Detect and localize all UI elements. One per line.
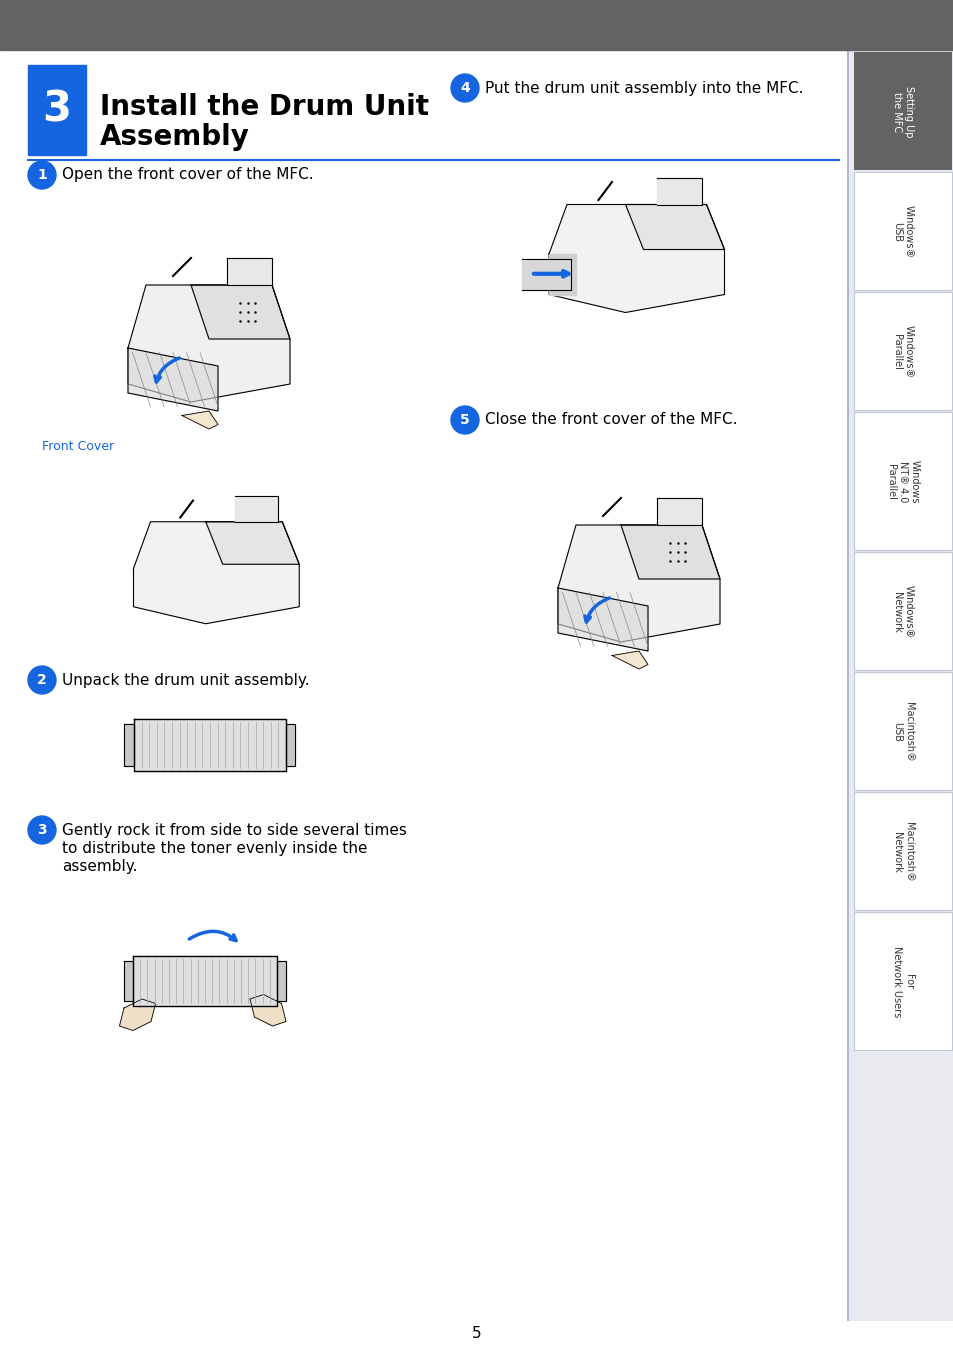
Text: Open the front cover of the MFC.: Open the front cover of the MFC. <box>62 168 314 182</box>
Polygon shape <box>191 285 290 339</box>
Circle shape <box>451 74 478 101</box>
Polygon shape <box>235 496 277 521</box>
Bar <box>853 912 951 1050</box>
Bar <box>853 292 951 409</box>
Bar <box>853 792 951 911</box>
Polygon shape <box>657 177 701 204</box>
Bar <box>853 792 951 911</box>
Bar <box>853 671 951 790</box>
Text: Assembly: Assembly <box>100 123 250 151</box>
Circle shape <box>28 666 56 694</box>
Circle shape <box>28 816 56 844</box>
Text: Windows®
USB: Windows® USB <box>891 205 913 258</box>
Polygon shape <box>625 204 723 250</box>
Bar <box>853 912 951 1050</box>
Polygon shape <box>182 411 218 430</box>
Polygon shape <box>250 994 286 1025</box>
Bar <box>132 957 276 1005</box>
Text: Unpack the drum unit assembly.: Unpack the drum unit assembly. <box>62 673 310 688</box>
Text: Setting Up
the MFC: Setting Up the MFC <box>891 86 913 138</box>
Polygon shape <box>206 521 299 565</box>
Text: 1: 1 <box>37 168 47 182</box>
Bar <box>276 961 286 1001</box>
Bar <box>28 65 86 155</box>
Polygon shape <box>227 258 272 285</box>
Bar <box>125 724 133 766</box>
Circle shape <box>451 407 478 434</box>
Text: 4: 4 <box>459 81 470 95</box>
Text: Macintosh®
USB: Macintosh® USB <box>891 703 913 762</box>
Text: Gently rock it from side to side several times: Gently rock it from side to side several… <box>62 823 406 838</box>
Text: Macintosh®
Network: Macintosh® Network <box>891 823 913 882</box>
Circle shape <box>28 161 56 189</box>
Polygon shape <box>548 204 723 312</box>
Text: 5: 5 <box>459 413 470 427</box>
Bar <box>853 172 951 290</box>
Text: Install the Drum Unit: Install the Drum Unit <box>100 93 429 122</box>
Bar <box>853 553 951 670</box>
Text: Windows
NT® 4.0
Parallel: Windows NT® 4.0 Parallel <box>885 461 919 504</box>
Bar <box>853 671 951 790</box>
Text: Put the drum unit assembly into the MFC.: Put the drum unit assembly into the MFC. <box>484 81 802 96</box>
Bar <box>853 51 951 170</box>
Bar <box>853 172 951 290</box>
Polygon shape <box>119 998 155 1031</box>
Bar <box>846 50 848 1321</box>
Bar <box>124 961 132 1001</box>
Polygon shape <box>521 258 571 290</box>
Bar <box>853 412 951 550</box>
Text: 3: 3 <box>37 823 47 838</box>
Bar <box>0 0 953 50</box>
Text: 2: 2 <box>37 673 47 688</box>
Polygon shape <box>558 526 720 642</box>
Bar <box>133 719 286 771</box>
Bar <box>286 724 295 766</box>
Text: Windows®
Parallel: Windows® Parallel <box>891 326 913 378</box>
Polygon shape <box>133 521 299 624</box>
Text: 3: 3 <box>43 89 71 131</box>
Text: to distribute the toner evenly inside the: to distribute the toner evenly inside th… <box>62 840 367 855</box>
Polygon shape <box>558 588 647 651</box>
Text: Close the front cover of the MFC.: Close the front cover of the MFC. <box>484 412 737 427</box>
Polygon shape <box>620 526 720 580</box>
Polygon shape <box>128 285 290 403</box>
Polygon shape <box>612 651 647 669</box>
Text: Front Cover: Front Cover <box>42 440 114 453</box>
Polygon shape <box>128 349 218 411</box>
Bar <box>848 50 953 1321</box>
Text: For
Network Users: For Network Users <box>891 946 913 1017</box>
Text: Windows®
Network: Windows® Network <box>891 585 913 639</box>
Bar <box>853 553 951 670</box>
Text: 5: 5 <box>472 1325 481 1340</box>
Polygon shape <box>657 499 701 526</box>
Polygon shape <box>548 254 576 295</box>
Text: assembly.: assembly. <box>62 858 137 874</box>
Bar <box>853 292 951 409</box>
Bar <box>853 412 951 550</box>
